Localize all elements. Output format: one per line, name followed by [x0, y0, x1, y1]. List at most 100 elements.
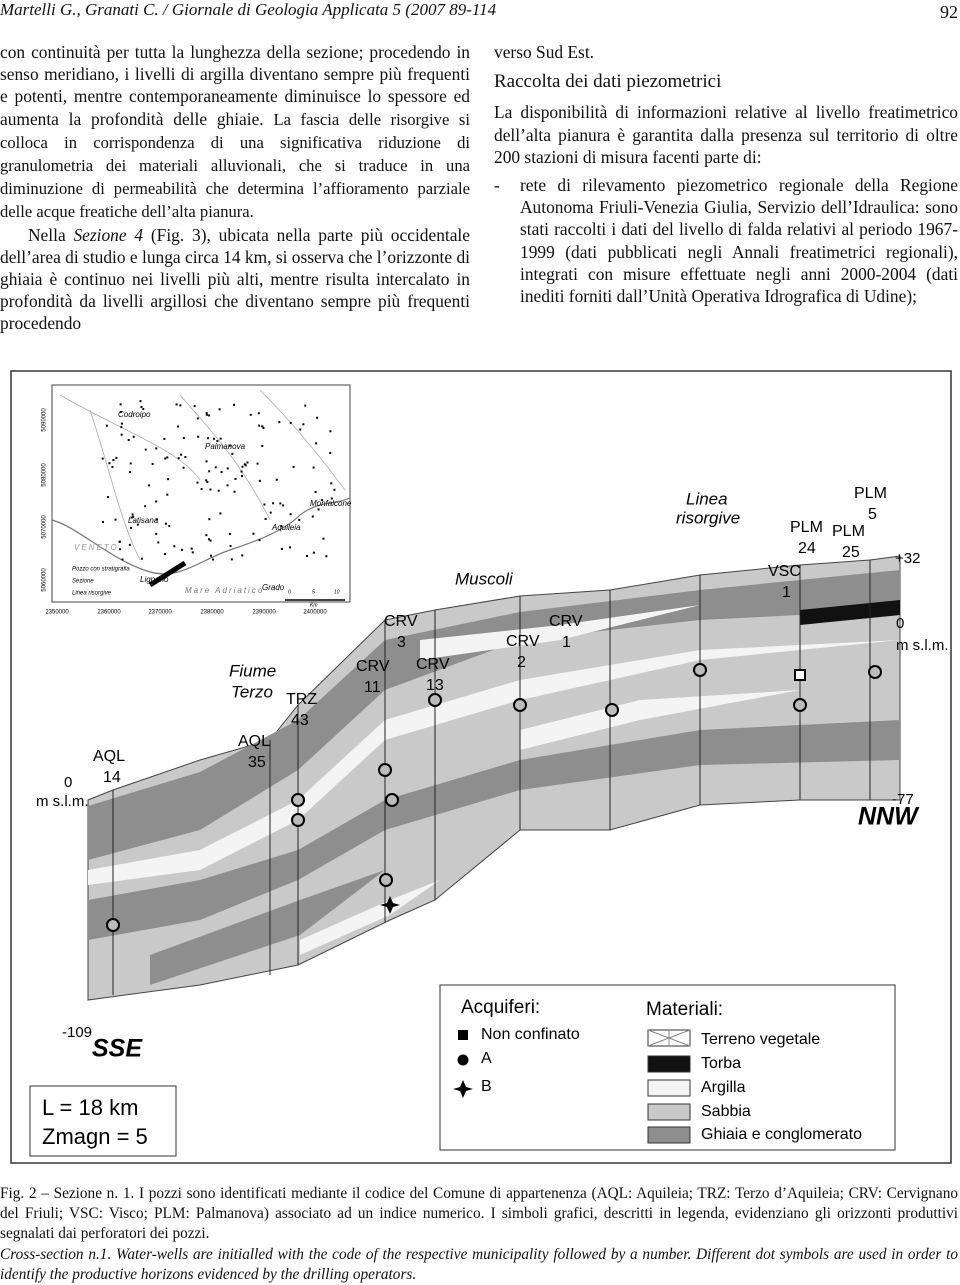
map-well: [257, 412, 260, 415]
figure-label: CRV: [416, 656, 450, 673]
map-well: [312, 466, 315, 469]
map-well: [163, 437, 166, 440]
figure-label: PLM: [790, 519, 823, 536]
map-well: [219, 512, 222, 515]
map-well: [249, 413, 252, 416]
map-well: [316, 416, 319, 419]
map-well: [132, 435, 135, 438]
figure-label: Sabbia: [701, 1103, 751, 1120]
map-label: Palmanova: [205, 442, 246, 451]
map-well: [206, 437, 209, 440]
legend-swatch-hatch: [647, 1029, 691, 1047]
map-well: [121, 558, 124, 561]
map-well: [229, 544, 232, 547]
map-well: [182, 466, 185, 469]
map-well: [101, 457, 104, 460]
map-well: [240, 470, 243, 473]
figure-label: 14: [103, 769, 121, 786]
figure-label: 3: [397, 634, 406, 651]
map-label: 0: [288, 589, 291, 595]
map-well: [207, 538, 210, 541]
map-well: [173, 545, 176, 548]
map-well: [280, 547, 283, 550]
map-well: [205, 460, 208, 463]
map-well: [139, 400, 142, 403]
map-well: [261, 425, 264, 428]
map-label: Sezione: [72, 579, 94, 585]
map-well: [302, 423, 305, 426]
unconfined-symbol: [794, 669, 806, 681]
section-trace: [148, 560, 187, 588]
aquifer-a-symbol: [868, 665, 882, 679]
figure-label: B: [481, 1078, 492, 1095]
figure-label: AQL: [238, 733, 270, 750]
map-well: [241, 554, 244, 557]
map-well: [132, 515, 135, 518]
text: La fascia delle risorgive si colloca in …: [0, 109, 470, 222]
map-well: [181, 548, 184, 551]
map-well: [258, 479, 261, 482]
map-well: [304, 404, 307, 407]
aquifer-a-symbol: [428, 693, 442, 707]
running-title: Martelli G., Granati C. / Giornale di Ge…: [0, 0, 497, 19]
map-well: [298, 518, 301, 521]
map-well: [329, 451, 332, 454]
paragraph: La disponibilità di informazioni relativ…: [494, 102, 958, 167]
aquifer-a-symbol: [793, 698, 807, 712]
aquifer-a-symbol: [291, 813, 305, 827]
aquifer-symbols: [106, 663, 882, 932]
map-well: [140, 405, 143, 408]
map-well: [279, 502, 282, 505]
map-well: [240, 475, 243, 478]
map-well: [142, 408, 145, 411]
aquifer-a-symbol: [378, 763, 392, 777]
map-label: VENETO: [74, 543, 119, 552]
map-well: [115, 456, 118, 459]
northing-label: 5060000: [42, 568, 48, 592]
figure-label: Terreno vegetale: [701, 1031, 820, 1048]
aquifer-a-symbol: [605, 703, 619, 717]
map-well: [322, 537, 325, 540]
map-well: [219, 437, 222, 440]
map-frame: [51, 384, 351, 603]
map-well: [212, 558, 215, 561]
map-label: Linea risorgive: [72, 591, 112, 597]
map-well: [263, 503, 266, 506]
map-well: [119, 548, 122, 551]
map-well: [289, 421, 292, 424]
aquifer-b-symbol: [380, 896, 400, 914]
figure-label: 0: [896, 615, 904, 632]
gravel-layer: [88, 570, 900, 860]
figure-label: +32: [895, 550, 920, 567]
northing-label: 5080000: [42, 463, 48, 487]
figure-label: Muscoli: [455, 569, 514, 588]
map-well: [292, 465, 295, 468]
map-well: [114, 518, 117, 521]
map-well: [108, 462, 111, 465]
map-well: [230, 558, 233, 561]
map-well: [205, 412, 208, 415]
map-well: [228, 444, 231, 447]
map-well: [209, 488, 212, 491]
figure-label: VSC: [768, 563, 801, 580]
text: Nella: [28, 224, 66, 245]
figure-label: 13: [426, 677, 444, 694]
map-well: [166, 456, 169, 459]
northing-label: 5090000: [42, 408, 48, 432]
legend-symbol: [457, 1054, 469, 1066]
map-well: [196, 417, 199, 420]
figure-label: 43: [291, 712, 309, 729]
map-well: [166, 493, 169, 496]
map-well: [241, 465, 244, 468]
map-well: [210, 554, 213, 557]
easting-label: 2380000: [200, 610, 224, 616]
map-well: [190, 547, 193, 550]
figure-label: Ghiaia e conglomerato: [701, 1126, 862, 1143]
list-item: - rete di rilevamento piezometrico region…: [494, 174, 958, 307]
map-well: [231, 452, 234, 455]
map-well: [155, 447, 158, 450]
caption: Fig. 2 – Sezione n. 1. I pozzi sono iden…: [0, 1184, 958, 1285]
map-label: Pozzo con stratigrafia: [72, 567, 130, 573]
map-well: [226, 467, 229, 470]
